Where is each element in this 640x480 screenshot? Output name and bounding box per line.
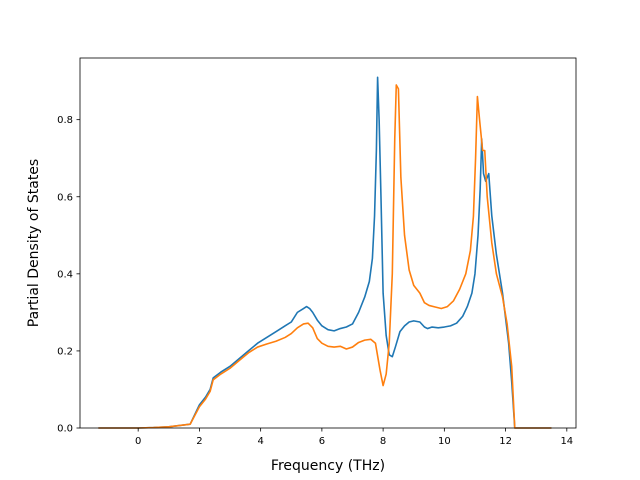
y-axis-label: Partial Density of States bbox=[26, 159, 42, 327]
y-tick-label: 0.2 bbox=[57, 346, 73, 357]
ticks-layer: 0 2 4 6 8 10 12 14 0.0 0.2 0.4 0.6 0.8 bbox=[57, 115, 573, 447]
x-tick-label: 10 bbox=[438, 436, 451, 447]
y-tick-label: 0.8 bbox=[57, 115, 73, 126]
series-line-1 bbox=[98, 76, 552, 429]
x-tick-label: 4 bbox=[257, 436, 263, 447]
y-tick-label: 0.0 bbox=[57, 424, 73, 435]
y-tick-label: 0.4 bbox=[57, 269, 73, 280]
x-tick-label: 12 bbox=[499, 436, 512, 447]
x-axis-label: Frequency (THz) bbox=[271, 458, 385, 474]
series-layer bbox=[98, 76, 552, 429]
x-tick-label: 14 bbox=[560, 436, 573, 447]
x-tick-label: 0 bbox=[135, 436, 141, 447]
x-tick-label: 8 bbox=[380, 436, 386, 447]
x-tick-label: 2 bbox=[196, 436, 202, 447]
y-tick-label: 0.6 bbox=[57, 192, 73, 203]
x-tick-label: 6 bbox=[319, 436, 325, 447]
series-line-2 bbox=[98, 84, 552, 429]
plot-frame bbox=[79, 57, 577, 429]
